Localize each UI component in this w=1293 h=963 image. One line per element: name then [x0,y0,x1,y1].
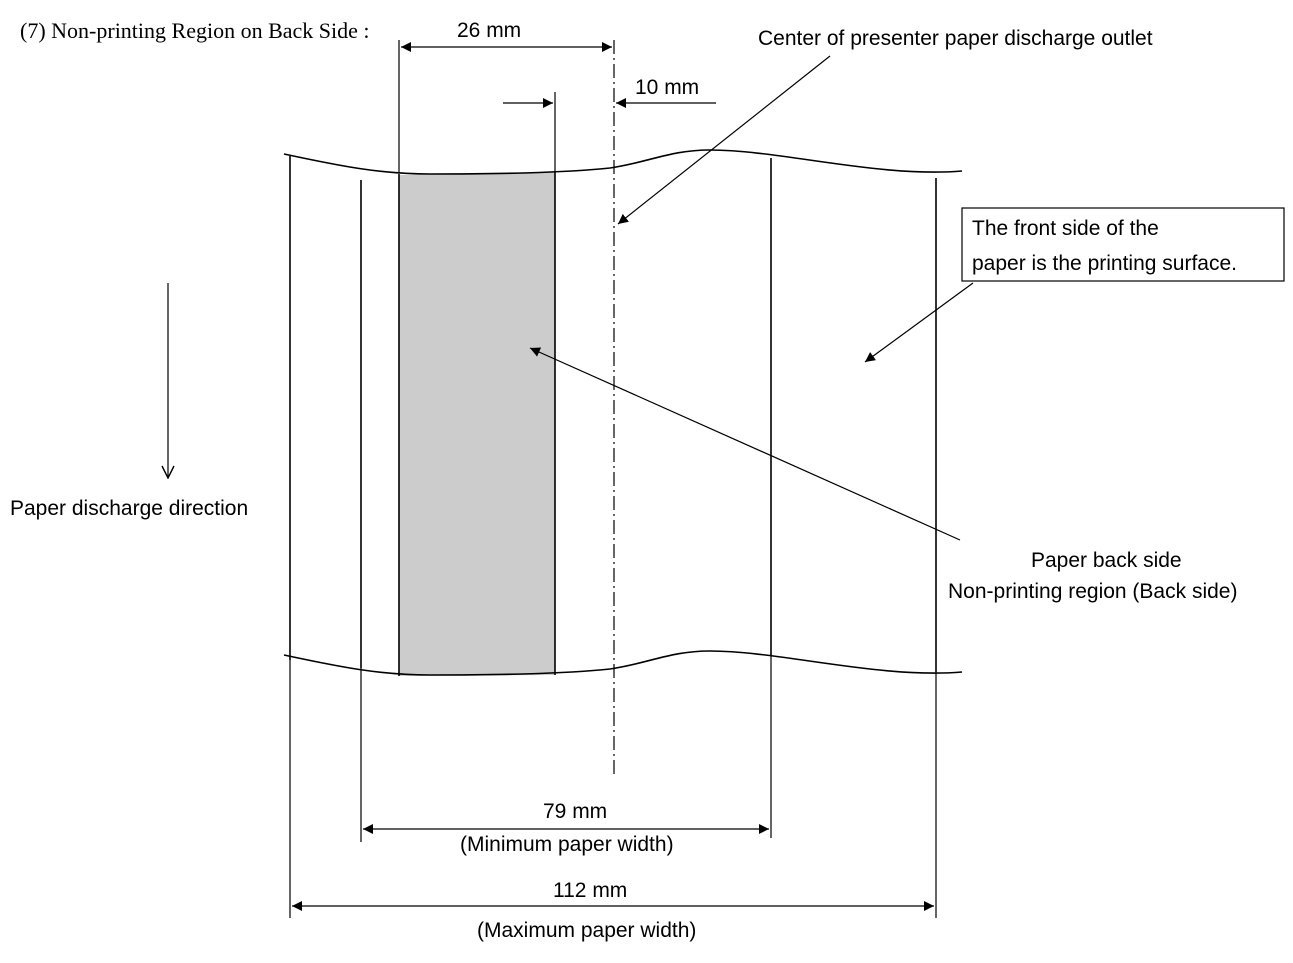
front-side-leader [864,282,974,363]
center-outlet-leader [617,55,831,225]
front-side-note-box [961,207,1285,282]
min-width-label: (Minimum paper width) [460,833,674,856]
back-side-label-line1: Paper back side [1031,549,1182,572]
back-side-label-line2: Non-printing region (Back side) [948,580,1237,603]
max-width-label: (Maximum paper width) [477,919,696,942]
dimension-label-26mm: 26 mm [457,19,521,42]
dimension-label-112mm: 112 mm [553,879,627,902]
front-side-note-line1: The front side of the [972,217,1159,240]
section-title: (7) Non-printing Region on Back Side : [20,18,370,43]
dimension-label-79mm: 79 mm [543,800,607,823]
paper-top-edge [283,149,963,175]
paper-bottom-edge [283,650,963,676]
back-side-leader [529,347,961,541]
discharge-direction-label: Paper discharge direction [10,497,248,520]
center-outlet-label: Center of presenter paper discharge outl… [758,27,1153,50]
front-side-note-line2: paper is the printing surface. [972,252,1237,275]
shaded-non-printing-region [399,172,555,676]
dimension-label-10mm: 10 mm [635,76,699,99]
